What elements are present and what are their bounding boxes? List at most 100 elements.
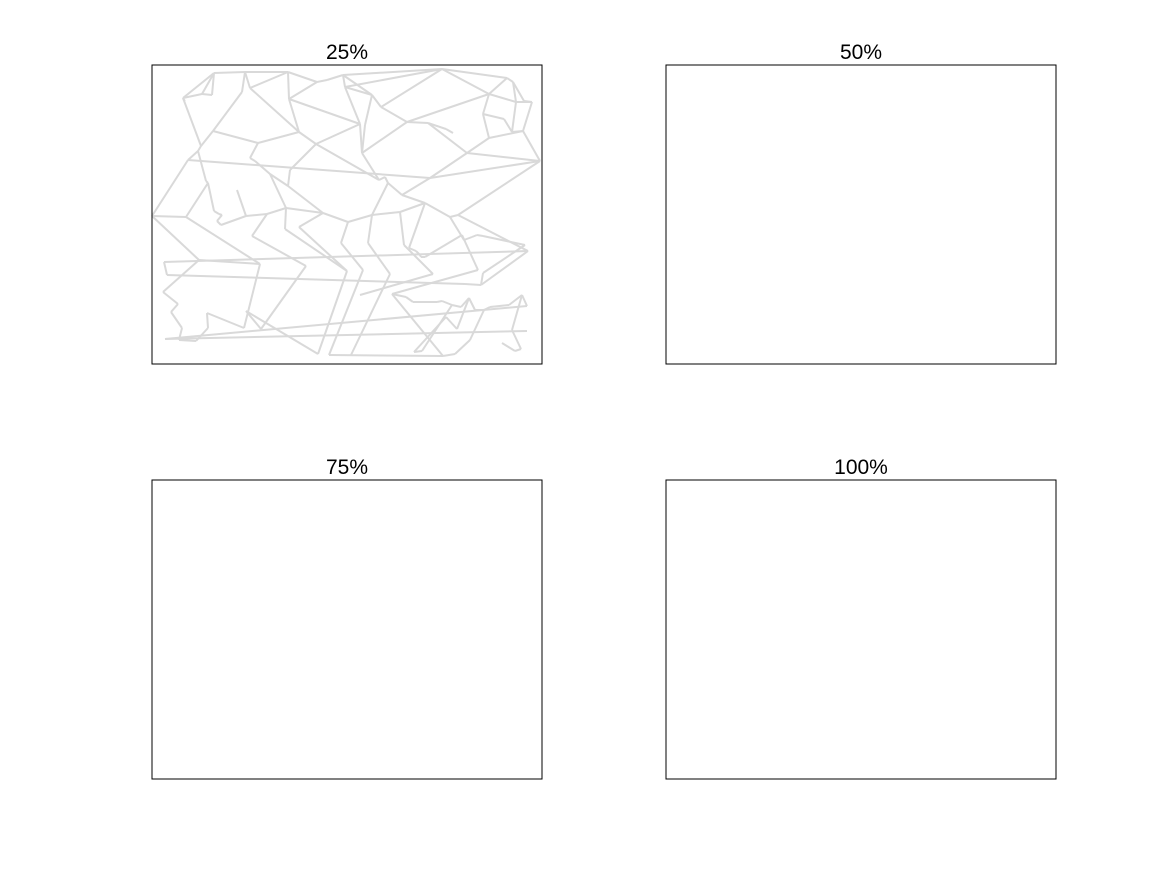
graph-edge — [249, 87, 300, 133]
graph-edge — [251, 213, 268, 237]
graph-edge — [151, 215, 200, 261]
graph-edge — [371, 94, 382, 108]
graph-edge — [503, 118, 513, 133]
graph-edge — [405, 296, 414, 303]
graph-edge — [359, 273, 434, 296]
graph-edge — [391, 293, 407, 298]
graph-edge — [187, 159, 431, 179]
graph-edge — [344, 86, 361, 125]
graph-edge — [451, 304, 462, 308]
graph-edge — [378, 176, 386, 181]
graph-edges — [151, 68, 541, 357]
graph-edge — [380, 68, 443, 108]
graph-edge — [205, 180, 209, 184]
graph-edge — [316, 79, 328, 83]
graph-edge — [197, 145, 202, 152]
graph-edge — [170, 303, 179, 313]
graph-edge — [200, 130, 214, 147]
graph-edge — [166, 274, 466, 285]
graph-edge — [201, 93, 213, 96]
graph-edge — [245, 310, 319, 355]
graph-edge — [429, 152, 468, 179]
graph-edge — [211, 72, 215, 96]
graph-edge — [298, 212, 324, 228]
graph-edge — [456, 297, 470, 330]
graph-edge — [288, 98, 300, 133]
graph-edge — [427, 122, 447, 130]
graph-edge — [151, 159, 189, 217]
graph-edge — [257, 131, 300, 144]
panel-title: 50% — [840, 41, 882, 64]
graph-edge — [471, 234, 478, 238]
graph-edge — [288, 98, 361, 125]
panel-25-percent: 25% — [151, 41, 543, 365]
plot-frame — [151, 479, 543, 780]
graph-edge — [463, 236, 473, 241]
graph-edge — [367, 214, 373, 244]
graph-edge — [488, 93, 517, 103]
graph-edge — [326, 74, 344, 81]
graph-edge — [347, 214, 373, 223]
graph-edge — [328, 354, 444, 357]
graph-edge — [340, 221, 349, 244]
graph-edge — [207, 182, 215, 212]
graph-edge — [260, 265, 307, 330]
graph-edge — [441, 300, 453, 306]
graph-edge — [182, 93, 203, 99]
graph-edge — [445, 128, 454, 134]
graph-edge — [284, 228, 348, 272]
graph-edge — [367, 242, 391, 275]
graph-edge — [206, 312, 245, 329]
graph-edge — [185, 182, 209, 218]
panel-100-percent: 100% — [665, 456, 1057, 780]
graph-edge — [522, 101, 533, 132]
graph-edge — [480, 272, 484, 286]
graph-edge — [387, 182, 403, 196]
graph-edge — [403, 244, 434, 275]
graph-edge — [466, 137, 490, 154]
graph-edge — [461, 234, 479, 271]
graph-edge — [361, 124, 366, 154]
graph-edge — [182, 72, 215, 99]
graph-edge — [342, 74, 346, 88]
graph-edge — [328, 269, 364, 356]
graph-edge — [213, 210, 220, 215]
graph-edge — [185, 216, 261, 265]
graph-edge — [266, 207, 287, 215]
graph-edge — [454, 339, 471, 355]
panel-title: 75% — [326, 456, 368, 479]
graph-edge — [243, 263, 261, 329]
graph-edge — [269, 173, 289, 187]
graph-edge — [441, 68, 490, 95]
graph-edge — [287, 71, 318, 83]
graph-edge — [476, 234, 484, 237]
graph-edge — [406, 121, 429, 124]
graph-edge — [251, 235, 307, 267]
panel-title: 25% — [326, 41, 368, 64]
graph-edge — [384, 176, 389, 184]
graph-edge — [364, 94, 373, 126]
graph-edge — [163, 261, 168, 276]
graph-edge — [213, 71, 246, 74]
graph-edge — [488, 77, 508, 95]
graph-edge — [289, 143, 317, 171]
graph-edge — [220, 215, 247, 226]
graph-edge — [522, 130, 541, 162]
graph-edge — [436, 300, 443, 303]
graph-edge — [429, 160, 541, 179]
graph-edge — [216, 220, 222, 226]
graph-edge — [236, 189, 247, 217]
graph-edge — [164, 305, 528, 340]
graph-edge — [361, 121, 408, 154]
panel-title: 100% — [834, 456, 888, 479]
graph-edge — [424, 202, 451, 218]
graph-edge — [170, 311, 183, 329]
graph-edge — [512, 81, 525, 102]
graph-edge — [249, 142, 259, 159]
graph-edge — [391, 269, 479, 295]
graph-edge — [201, 72, 215, 95]
graph-edge — [521, 294, 528, 307]
graph-edge — [344, 68, 443, 88]
graph-edge — [511, 294, 523, 331]
panel-50-percent: 50% — [665, 41, 1057, 365]
